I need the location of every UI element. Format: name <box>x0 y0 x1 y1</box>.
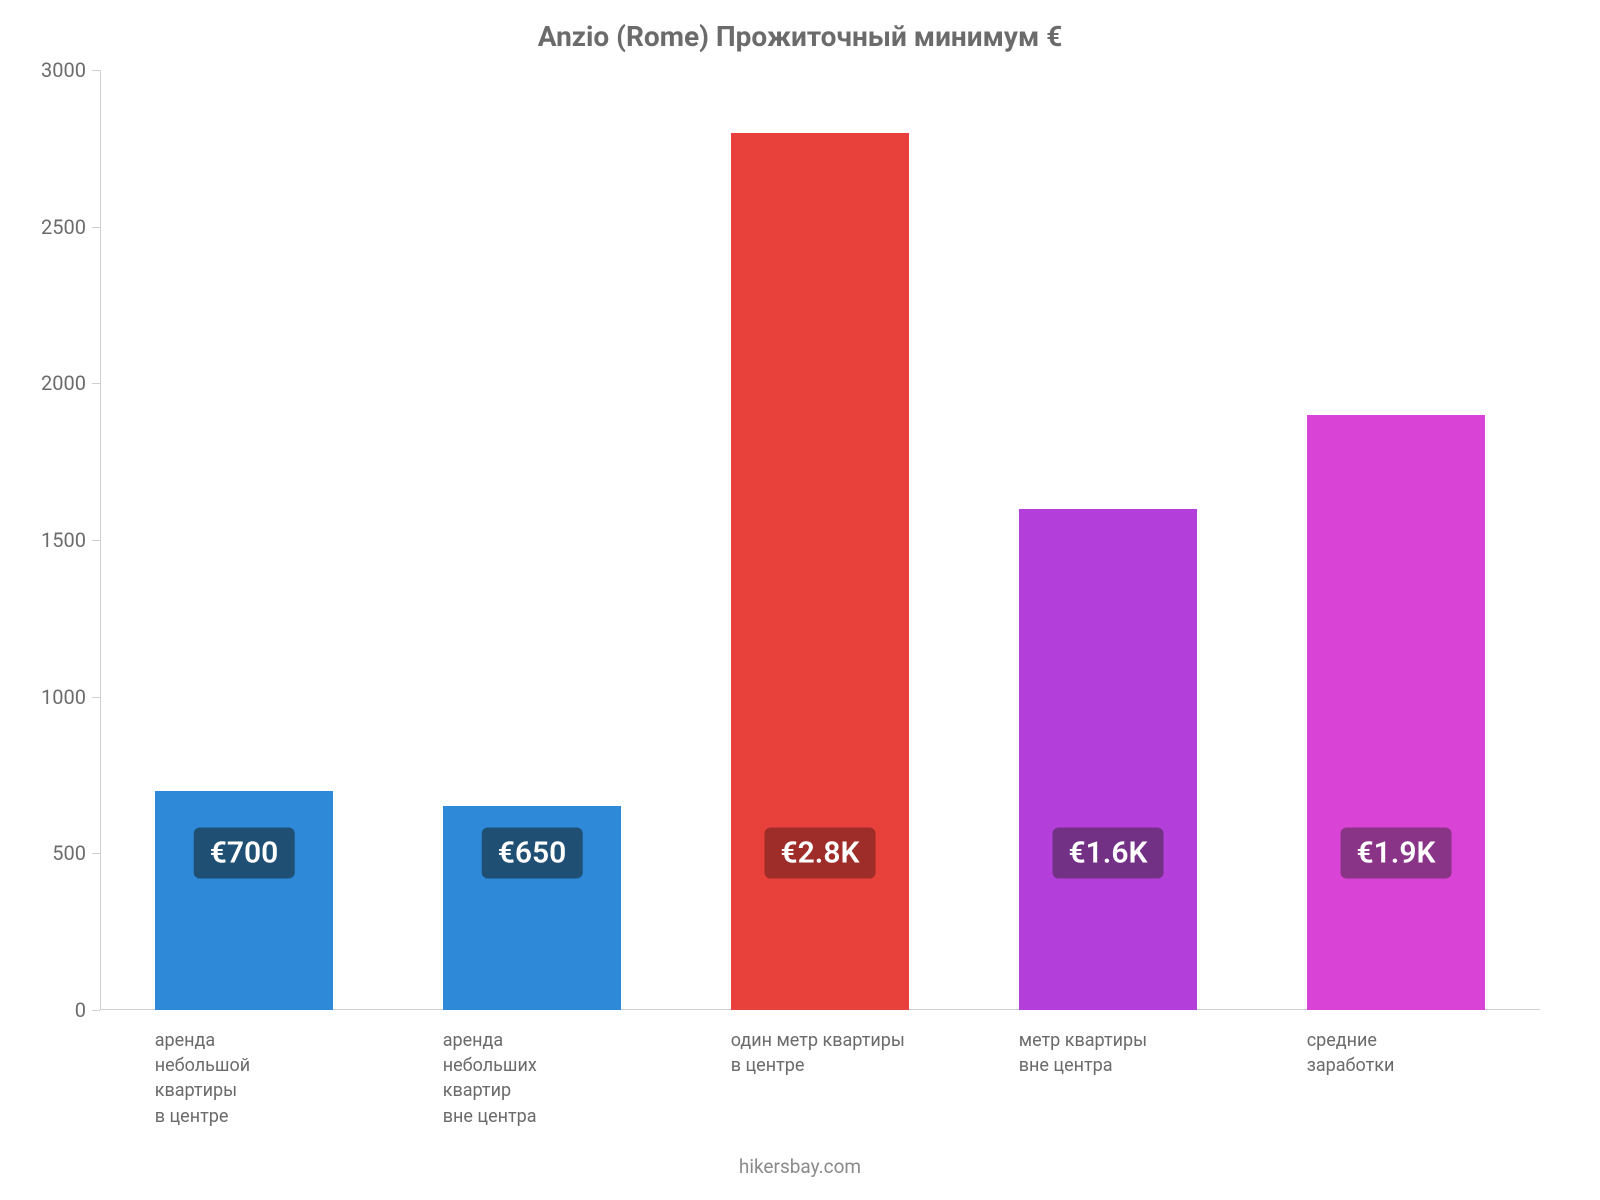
chart-footer: hikersbay.com <box>0 1155 1600 1178</box>
plot-area: 050010001500200025003000€700аренда небол… <box>100 70 1540 1010</box>
bar <box>155 791 334 1010</box>
bar <box>1019 509 1198 1010</box>
bar <box>1307 415 1486 1010</box>
x-category-label: аренда небольших квартир вне центра <box>443 1028 537 1129</box>
x-category-label: один метр квартиры в центре <box>731 1028 905 1078</box>
y-tick-label: 3000 <box>41 58 100 82</box>
bar-value-badge: €700 <box>194 828 295 879</box>
y-tick-label: 0 <box>75 998 100 1022</box>
chart-container: Anzio (Rome) Прожиточный минимум € 05001… <box>0 0 1600 1200</box>
y-tick-label: 2000 <box>41 371 100 395</box>
y-tick-label: 1500 <box>41 528 100 552</box>
bar-value-badge: €1.9K <box>1341 828 1452 879</box>
x-category-label: метр квартиры вне центра <box>1019 1028 1147 1078</box>
bar-value-badge: €650 <box>482 828 583 879</box>
x-category-label: аренда небольшой квартиры в центре <box>155 1028 250 1129</box>
y-tick-label: 1000 <box>41 685 100 709</box>
y-axis-line <box>100 70 101 1010</box>
bar-value-badge: €2.8K <box>765 828 876 879</box>
bar-value-badge: €1.6K <box>1053 828 1164 879</box>
x-category-label: средние заработки <box>1307 1028 1395 1078</box>
y-tick-label: 2500 <box>41 215 100 239</box>
chart-title: Anzio (Rome) Прожиточный минимум € <box>0 20 1600 53</box>
y-tick-label: 500 <box>52 841 100 865</box>
